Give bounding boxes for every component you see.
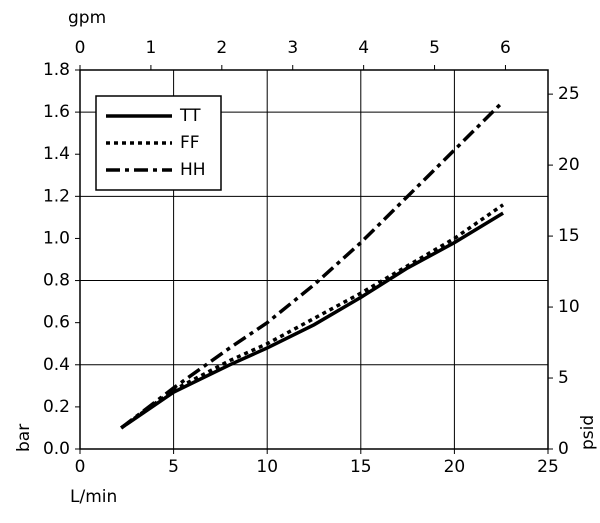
x2-tick-label: 6	[500, 38, 511, 58]
y-tick-label: 1.0	[43, 228, 70, 248]
x-tick-label: 15	[350, 457, 372, 477]
y2-tick-label: 5	[558, 368, 569, 388]
y-tick-label: 0.4	[43, 355, 70, 375]
y2-tick-label: 15	[558, 226, 580, 246]
x-axis-label: L/min	[70, 487, 117, 507]
y2-tick-label: 25	[558, 84, 580, 104]
x-tick-label: 5	[168, 457, 179, 477]
x-tick-label: 10	[256, 457, 278, 477]
x2-tick-label: 1	[145, 38, 156, 58]
x2-tick-label: 4	[358, 38, 369, 58]
legend-label: FF	[180, 133, 200, 153]
legend-label: TT	[179, 106, 201, 126]
x2-tick-label: 2	[216, 38, 227, 58]
y-tick-label: 1.4	[43, 144, 70, 164]
x2-tick-label: 0	[75, 38, 86, 58]
x2-tick-label: 5	[429, 38, 440, 58]
x-tick-label: 25	[537, 457, 559, 477]
y-axis-label: bar	[14, 424, 34, 452]
series-line	[120, 100, 505, 430]
y-tick-label: 0.6	[43, 313, 70, 333]
y-tick-label: 0.8	[43, 271, 70, 291]
y-tick-label: 1.2	[43, 186, 70, 206]
series-line	[120, 203, 505, 430]
y2-tick-label: 20	[558, 155, 580, 175]
y-tick-label: 1.8	[43, 60, 70, 80]
x-tick-label: 20	[444, 457, 466, 477]
x-tick-label: 0	[75, 457, 86, 477]
y-tick-label: 1.6	[43, 102, 70, 122]
y2-tick-label: 10	[558, 297, 580, 317]
x2-axis-label: gpm	[68, 8, 106, 28]
series-line	[120, 211, 504, 430]
y-tick-label: 0.0	[43, 439, 70, 459]
legend-label: HH	[180, 160, 206, 180]
y2-tick-label: 0	[558, 439, 569, 459]
x2-tick-label: 3	[287, 38, 298, 58]
y-tick-label: 0.2	[43, 397, 70, 417]
y2-axis-label: psid	[578, 415, 598, 450]
plot-frame	[79, 69, 549, 450]
